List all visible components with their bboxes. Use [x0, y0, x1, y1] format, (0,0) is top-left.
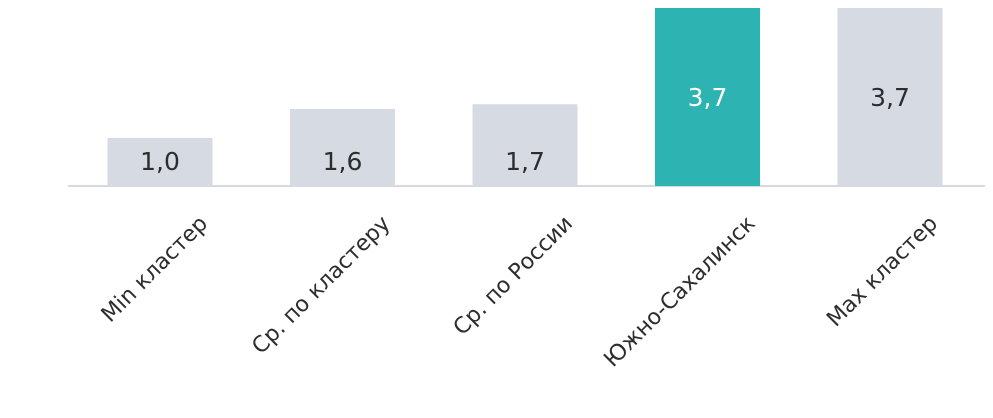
x-tick-label-3: Южно-Сахалинск [599, 211, 760, 372]
x-tick-label-2: Ср. по России [449, 211, 578, 340]
x-tick-label-4: Max кластер [822, 211, 943, 332]
x-tick-label-0: Min кластер [97, 211, 213, 327]
bar-1 [290, 109, 395, 186]
bar-value-label-1: 1,6 [323, 147, 363, 176]
bar-value-label-0: 1,0 [140, 147, 180, 176]
bar-4 [837, 8, 943, 186]
bar-0 [107, 137, 213, 186]
bar-3 [655, 8, 760, 186]
x-tick-label-1: Ср. по кластеру [247, 211, 395, 359]
bar-value-label-3: 3,7 [688, 83, 728, 112]
bar-2 [472, 104, 578, 186]
bar-value-label-4: 3,7 [870, 83, 910, 112]
bar-value-label-2: 1,7 [505, 147, 545, 176]
